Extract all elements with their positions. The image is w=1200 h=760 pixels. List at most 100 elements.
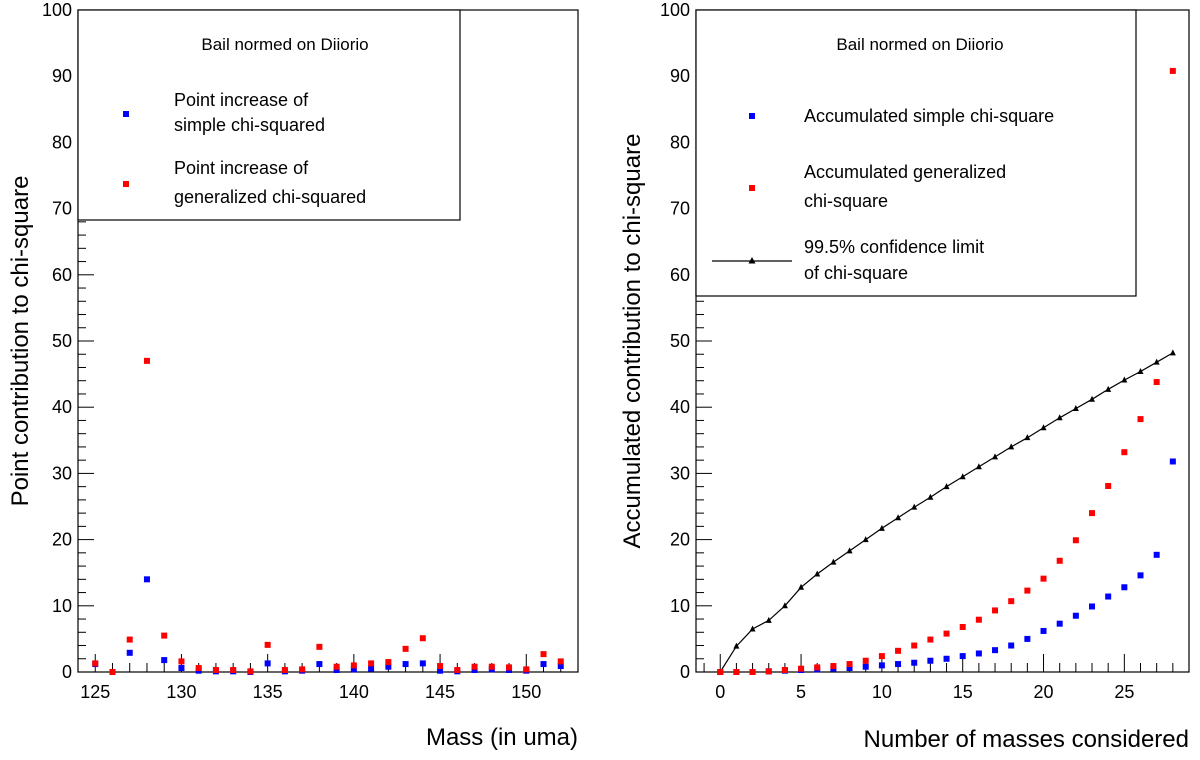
confidence-limit-point — [959, 473, 966, 480]
x-tick-label: 5 — [796, 682, 806, 702]
y-tick-label: 0 — [680, 662, 690, 682]
simple-point — [126, 649, 133, 656]
accumulated-simple-point — [1105, 593, 1112, 600]
accumulated-simple-point — [943, 655, 950, 662]
simple-point — [161, 657, 168, 664]
generalized-point — [247, 668, 254, 675]
confidence-limit-point — [1153, 358, 1160, 365]
confidence-limit-point — [927, 493, 934, 500]
left-y-ticks: 0 10 20 30 40 50 60 70 80 90 100 — [42, 0, 94, 682]
accumulated-simple-point — [1169, 458, 1176, 465]
confidence-limit-point — [814, 570, 821, 577]
left-legend-simple-line2: simple chi-squared — [174, 115, 325, 135]
confidence-limit-point — [975, 463, 982, 470]
accumulated-generalized-point — [1105, 482, 1112, 489]
left-legend-title: Bail normed on Diiorio — [201, 35, 368, 54]
right-legend-marker-generalized — [749, 185, 755, 191]
accumulated-generalized-point — [717, 669, 724, 675]
right-x-axis-title: Number of masses considered — [864, 726, 1189, 753]
accumulated-generalized-point — [749, 669, 756, 675]
x-tick-label: 25 — [1114, 682, 1134, 702]
y-tick-label: 10 — [52, 596, 72, 616]
confidence-limit-point — [1072, 405, 1079, 412]
y-tick-label: 90 — [670, 66, 690, 86]
x-tick-label: 10 — [872, 682, 892, 702]
accumulated-simple-point — [992, 647, 999, 654]
accumulated-generalized-point — [878, 653, 885, 660]
accumulated-generalized-point — [798, 665, 805, 672]
left-legend: Bail normed on Diiorio Point increase of… — [77, 9, 461, 221]
y-tick-label: 30 — [670, 463, 690, 483]
confidence-limit-point — [1040, 424, 1047, 431]
generalized-point — [143, 357, 150, 364]
simple-point — [350, 666, 357, 673]
left-x-ticks: 125 130 135 140 145 150 — [77, 654, 579, 702]
confidence-limit-point — [846, 547, 853, 554]
accumulated-generalized-point — [1121, 449, 1128, 456]
accumulated-simple-point — [959, 653, 966, 660]
simple-point — [385, 663, 392, 670]
confidence-limit-point — [992, 453, 999, 460]
accumulated-simple-point — [1024, 635, 1031, 642]
accumulated-generalized-point — [1024, 587, 1031, 594]
right-legend-generalized-line2: chi-square — [804, 191, 888, 211]
confidence-limit-point — [1024, 434, 1031, 441]
simple-point — [316, 661, 323, 668]
generalized-point — [385, 659, 392, 666]
generalized-point — [333, 663, 340, 670]
right-legend-simple-line1: Accumulated simple chi-square — [804, 106, 1054, 126]
y-tick-label: 30 — [52, 463, 72, 483]
simple-point — [264, 660, 271, 667]
generalized-point — [212, 667, 219, 674]
generalized-point — [178, 658, 185, 665]
y-tick-label: 90 — [52, 66, 72, 86]
y-tick-label: 0 — [62, 662, 72, 682]
accumulated-simple-point — [1056, 620, 1063, 627]
x-tick-label: 130 — [166, 682, 196, 702]
simple-point — [178, 665, 185, 672]
confidence-limit-point — [1169, 349, 1176, 356]
accumulated-simple-point — [878, 662, 885, 669]
x-tick-label: 125 — [80, 682, 110, 702]
accumulated-generalized-point — [927, 636, 934, 643]
x-tick-label: 15 — [953, 682, 973, 702]
generalized-point — [557, 658, 564, 665]
generalized-point — [299, 666, 306, 673]
generalized-point — [92, 660, 99, 667]
y-tick-label: 50 — [52, 331, 72, 351]
y-tick-label: 80 — [670, 132, 690, 152]
y-tick-label: 20 — [52, 530, 72, 550]
accumulated-simple-point — [927, 657, 934, 664]
generalized-point — [195, 665, 202, 672]
left-legend-simple-line1: Point increase of — [174, 90, 309, 110]
accumulated-simple-point — [846, 665, 853, 672]
accumulated-generalized-point — [830, 663, 837, 670]
right-confidence-line — [717, 349, 1176, 675]
right-legend-marker-simple — [749, 113, 755, 119]
left-legend-marker-generalized — [123, 181, 129, 187]
confidence-limit-line — [719, 352, 1174, 673]
accumulated-generalized-point — [1072, 537, 1079, 544]
accumulated-simple-point — [895, 661, 902, 668]
accumulated-generalized-point — [1040, 575, 1047, 582]
right-legend-title: Bail normed on Diiorio — [836, 35, 1003, 54]
simple-point — [540, 661, 547, 668]
accumulated-simple-point — [862, 663, 869, 670]
simple-point — [402, 661, 409, 668]
y-tick-label: 80 — [52, 132, 72, 152]
confidence-limit-point — [878, 524, 885, 531]
accumulated-simple-point — [975, 650, 982, 657]
accumulated-generalized-point — [975, 616, 982, 623]
y-tick-label: 20 — [670, 530, 690, 550]
y-tick-label: 70 — [52, 199, 72, 219]
confidence-limit-point — [1056, 414, 1063, 421]
accumulated-simple-point — [1153, 551, 1160, 558]
accumulated-generalized-point — [943, 630, 950, 637]
right-x-ticks: 0 5 10 15 20 25 — [703, 654, 1190, 702]
y-tick-label: 50 — [670, 331, 690, 351]
accumulated-generalized-point — [911, 642, 918, 649]
y-tick-label: 40 — [670, 397, 690, 417]
generalized-point — [264, 641, 271, 648]
